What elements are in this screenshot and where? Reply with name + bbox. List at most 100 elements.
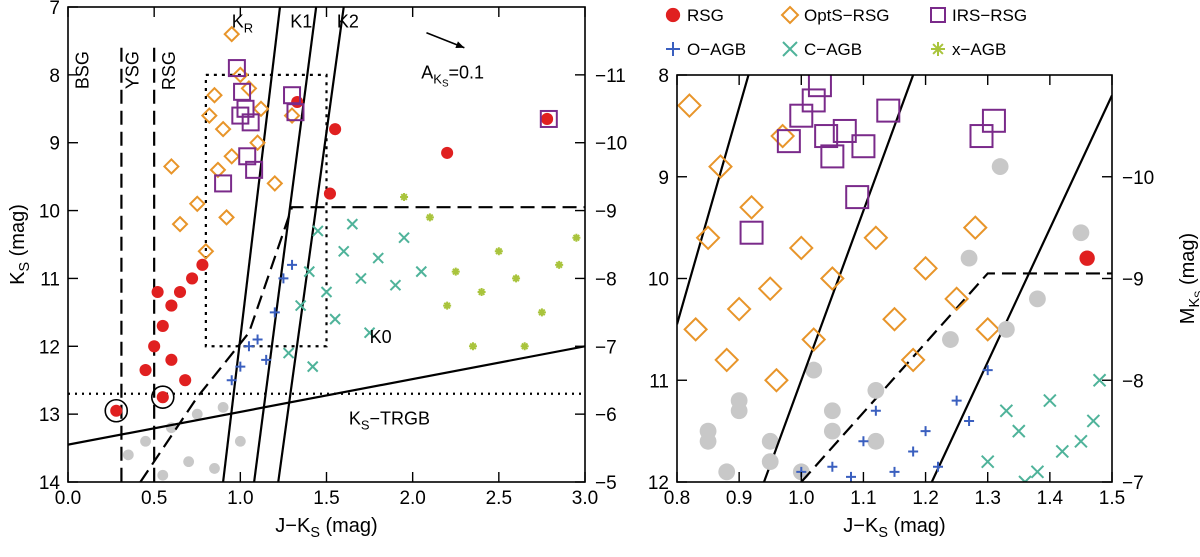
right-panel-x-tick-label: 1.5: [1099, 488, 1125, 509]
left-panel-x-tick-label: 1.5: [313, 488, 339, 509]
right-panel-grey-point: [960, 249, 978, 267]
right-panel-irs-point: [789, 103, 814, 128]
left-panel-background-cloud-point: [234, 435, 246, 447]
left-panel-cagb-point: [307, 360, 319, 373]
left-panel-rsg-point: [156, 391, 169, 404]
left-panel-irs-point: [245, 160, 264, 179]
left-panel-irs-point: [238, 147, 257, 166]
left-panel-region-label: K1: [290, 11, 312, 31]
right-panel-opts-point: [726, 296, 752, 322]
left-panel-cagb-point: [294, 299, 307, 312]
right-panel-irs-point: [814, 124, 839, 149]
left-panel-cagb-point: [303, 265, 315, 278]
left-panel-region-label-main: YSG: [123, 51, 143, 89]
left-panel-rsg-point: [541, 112, 554, 126]
left-panel-y-axis-label-sub: S: [17, 262, 33, 272]
right-panel-rsg-point: [1079, 250, 1095, 266]
legend-oagb-marker: [666, 42, 680, 56]
right-panel-oagb-point: [870, 405, 881, 416]
left-panel-opts-point: [188, 195, 206, 213]
right-panel-cagb-point: [1092, 373, 1107, 387]
left-panel-cagb-point: [338, 245, 350, 257]
right-panel-opts-point: [708, 154, 733, 179]
right-panel-grey-point: [1072, 224, 1090, 242]
left-panel-region-label-main: RSG: [159, 51, 179, 90]
left-panel-region-label: RSG: [159, 51, 179, 90]
left-panel-y-tick-label: 13: [39, 405, 60, 426]
left-panel-y-tick-label: 10: [39, 202, 60, 223]
left-panel-oagb-point: [235, 361, 246, 372]
left-panel-region-label-main: K1: [290, 11, 312, 31]
right-panel-right-tick-label: −9: [1122, 270, 1144, 291]
left-panel-extinction-label-subsub: S: [442, 78, 449, 89]
right-panel-opts-point: [714, 347, 740, 373]
legend-irs-label: IRS−RSG: [952, 6, 1027, 25]
left-panel-right-tick-label: −7: [595, 337, 617, 358]
left-panel-opts-point: [197, 242, 215, 260]
right-panel-y-tick-label: 11: [649, 371, 669, 392]
left-panel-oagb-point: [278, 273, 289, 284]
right-panel-x-axis-label-tail: (mag): [888, 515, 946, 537]
left-panel-opts-point: [252, 100, 270, 118]
right-panel-grey-point: [991, 158, 1009, 175]
right-panel-cagb-point: [981, 454, 995, 469]
right-panel-irs-point: [820, 144, 845, 169]
right-panel-opts-point: [913, 255, 938, 281]
right-panel-x-tick-label: 1.0: [788, 488, 814, 509]
left-panel-extinction-label-tail: =0.1: [449, 62, 485, 82]
left-panel-line-kr: [222, 7, 282, 482]
left-panel-region-label-main: K: [232, 11, 244, 31]
right-panel-grey-point: [1029, 290, 1046, 308]
right-panel-opts-point: [801, 327, 827, 352]
right-panel-y-tick-label: 9: [658, 168, 669, 189]
left-panel-xagb-point: [443, 301, 452, 310]
left-panel-x-tick-label: 0.5: [141, 488, 167, 509]
left-panel-opts-point: [240, 80, 258, 97]
legend-opts-marker: [780, 5, 800, 25]
right-panel-oagb-point: [951, 395, 962, 406]
right-panel-cagb-point: [1074, 434, 1088, 449]
right-panel-grey-point: [942, 331, 959, 348]
right-panel-right-tick-label: −10: [1122, 168, 1154, 189]
right-panel-x-tick-label: 1.3: [975, 488, 1001, 509]
left-panel-y-tick-label: 12: [39, 337, 60, 358]
left-panel-oagb-point: [287, 259, 298, 270]
left-circled-outlier: [104, 398, 129, 423]
right-panel-irs-point: [801, 88, 826, 113]
left-panel-region-label: KS−TRGB: [349, 408, 430, 432]
right-panel-x-tick-label: 1.4: [1037, 488, 1064, 509]
left-circled-outlier: [150, 385, 175, 409]
left-panel-x-tick-label: 2.0: [399, 488, 425, 509]
left-panel-region-label-sub: R: [244, 20, 253, 35]
left-panel-right-tick-label: −11: [595, 66, 626, 87]
left-panel-irs-point: [539, 109, 558, 128]
right-panel-background-cloud-point: [761, 432, 779, 450]
right-panel-cagb-point: [1043, 393, 1057, 408]
left-panel-xagb-point: [555, 260, 564, 269]
left-panel-line-k1: [253, 7, 318, 482]
left-panel-rsg-point: [173, 285, 187, 299]
left-panel-y-tick-label: 8: [49, 66, 60, 87]
left-panel-region-label-main: K: [349, 408, 361, 428]
left-panel-background-cloud-point: [157, 469, 169, 481]
left-panel-zoom-box: [204, 73, 328, 348]
left-panel-xagb-point: [451, 267, 460, 276]
right-panel-opts-point: [677, 93, 702, 118]
left-panel-region-label-sub: S: [361, 417, 370, 432]
right-panel-opts-point: [788, 235, 814, 261]
left-panel-cagb-point: [346, 218, 359, 230]
right-panel-right-tick-label: −8: [1122, 371, 1144, 392]
left-panel-rsg-point: [196, 258, 209, 271]
left-panel-irs-point: [214, 174, 233, 193]
left-panel-x-tick-label: 2.5: [486, 488, 512, 509]
left-panel-xagb-point: [425, 213, 434, 222]
left-panel-opts-point: [223, 147, 241, 165]
left-panel-plot-area: [68, 7, 585, 482]
right-panel-background-cloud-point: [823, 402, 841, 420]
right-panel-oagb-point: [964, 415, 975, 426]
left-panel-background-cloud-point: [140, 435, 151, 447]
left-panel-rsg-point: [139, 363, 152, 377]
legend: RSG OptS−RSG IRS−RSG O−AGB C−AGB x−AGB: [665, 5, 1027, 59]
left-panel-irs-point: [231, 106, 250, 125]
right-panel-grey-point: [867, 382, 885, 399]
